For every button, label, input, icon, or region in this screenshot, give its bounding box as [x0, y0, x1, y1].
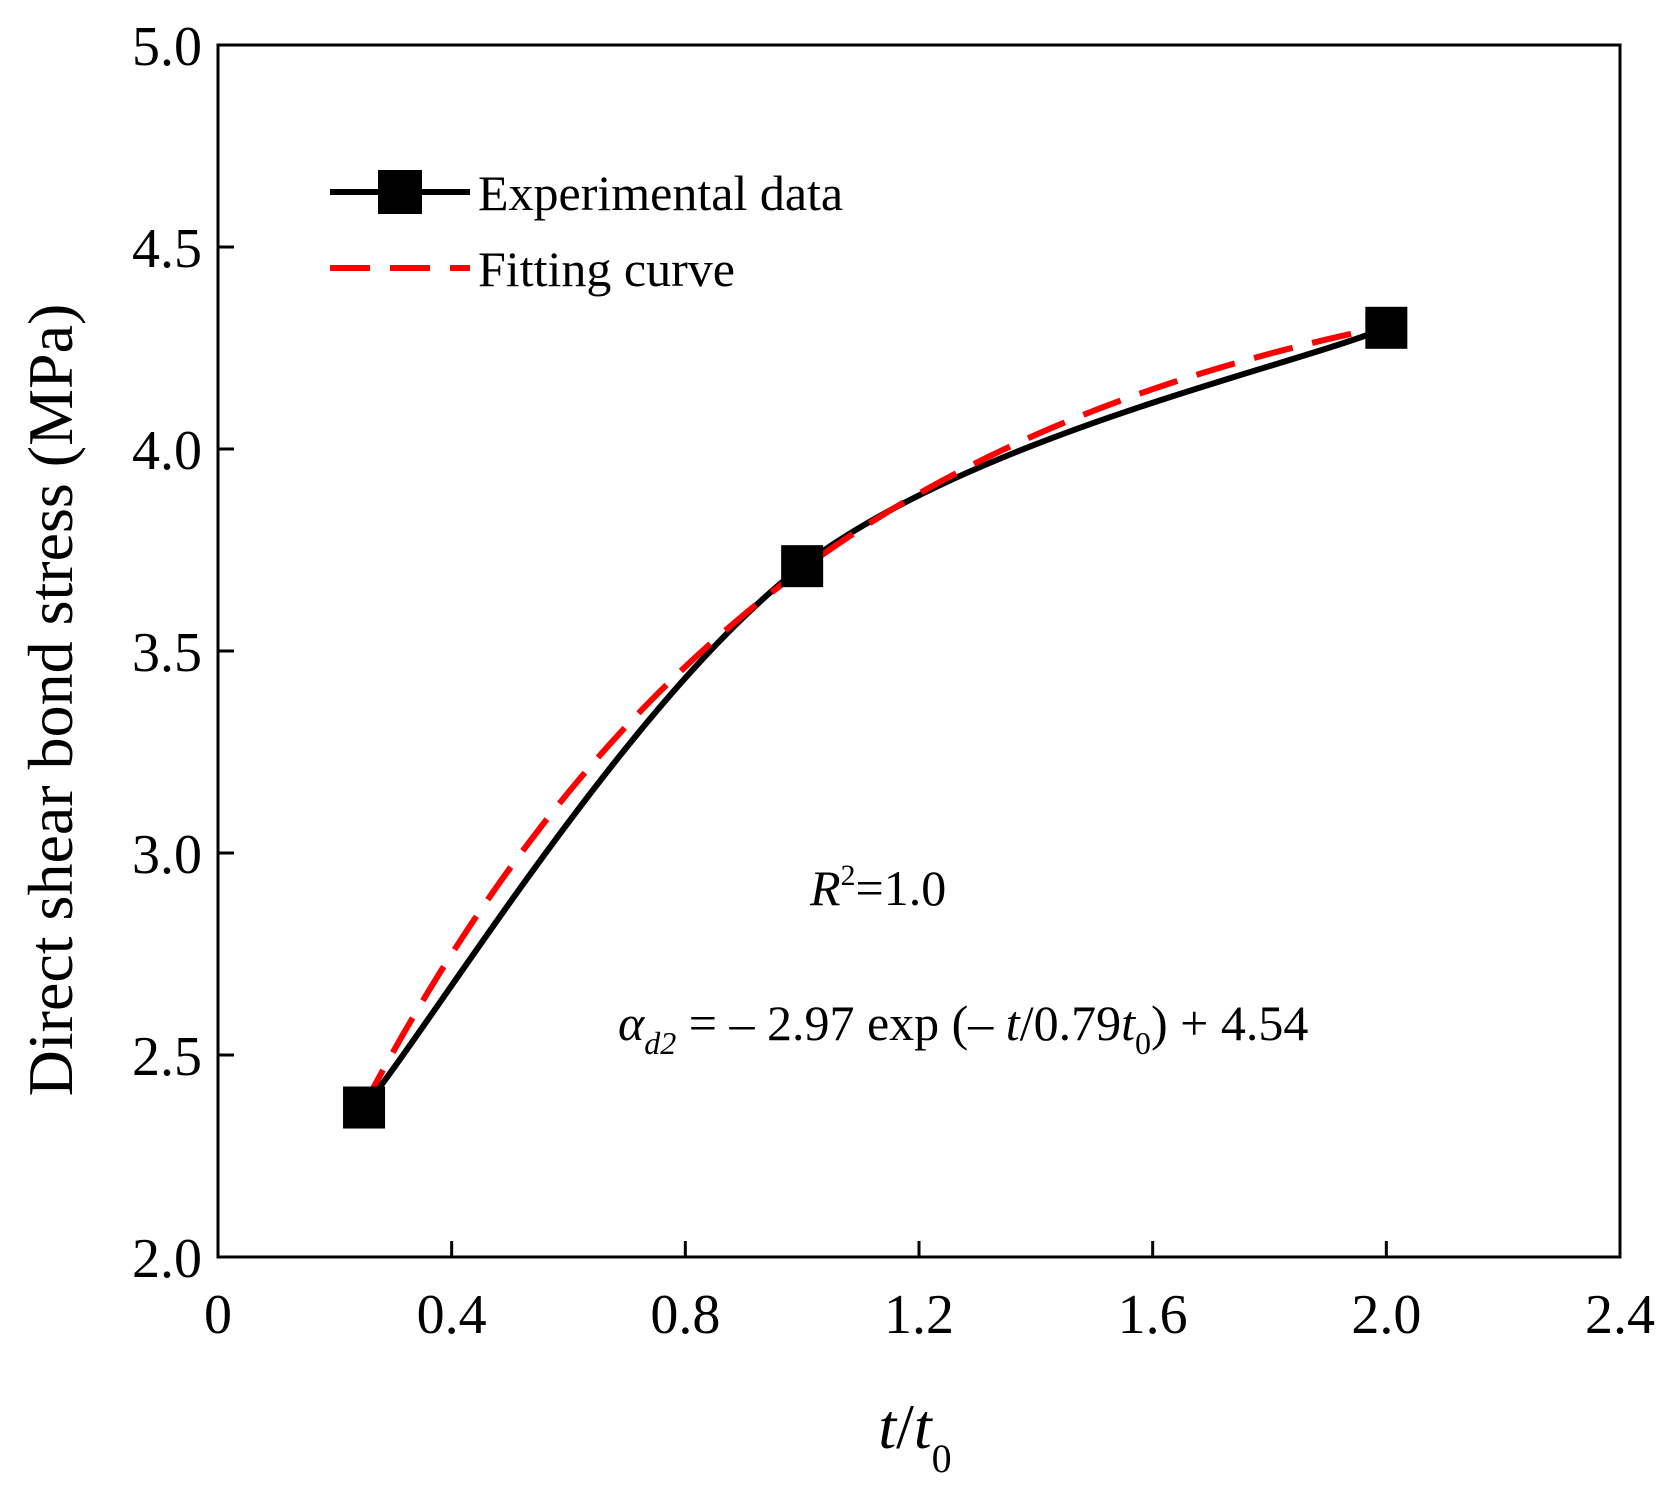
- equation-t1: t: [1006, 995, 1021, 1051]
- y-tick-label: 3.0: [132, 824, 202, 886]
- x-title-subscript: 0: [932, 1436, 952, 1481]
- experimental-data-line: [361, 325, 1388, 1110]
- x-tick-label: 1.2: [884, 1284, 954, 1346]
- legend: Experimental data Fitting curve: [330, 165, 843, 297]
- y-axis-title: Direct shear bond stress (MPa): [15, 304, 86, 1097]
- y-tick-label: 4.5: [132, 218, 202, 280]
- legend-experimental-label: Experimental data: [478, 165, 843, 221]
- y-tick-label: 2.0: [132, 1228, 202, 1290]
- x-axis-title: t/t0: [878, 1391, 951, 1481]
- x-title-t0: t: [914, 1391, 934, 1462]
- alpha-symbol: α: [618, 995, 646, 1051]
- fit-equation-annotation: αd2 = – 2.97 exp (– t/0.79t0) + 4.54: [618, 995, 1308, 1061]
- equation-t2: t: [1121, 995, 1136, 1051]
- x-title-t: t: [878, 1391, 898, 1462]
- x-tick-label: 0.4: [417, 1284, 487, 1346]
- x-title-slash: /: [896, 1391, 914, 1462]
- legend-experimental-marker: [378, 170, 422, 214]
- x-tick-label: 1.6: [1118, 1284, 1188, 1346]
- y-tick-label: 2.5: [132, 1026, 202, 1088]
- alpha-subscript: d2: [644, 1025, 676, 1061]
- y-tick-label: 3.5: [132, 622, 202, 684]
- equation-part1: = – 2.97 exp (–: [676, 995, 1006, 1051]
- plot-frame: [216, 43, 1622, 1259]
- r-value: =1.0: [856, 860, 947, 916]
- x-axis-ticks: 0 0.4 0.8 1.2 1.6 2.0 2.4: [204, 1241, 1655, 1346]
- fitting-curve-line: [361, 323, 1387, 1107]
- y-axis-ticks: 2.0 2.5 3.0 3.5 4.0 4.5 5.0: [132, 16, 234, 1290]
- x-tick-label: 2.0: [1351, 1284, 1421, 1346]
- y-tick-label: 4.0: [132, 420, 202, 482]
- r-symbol: R: [809, 860, 841, 916]
- y-tick-label: 5.0: [132, 16, 202, 78]
- legend-fitting-label: Fitting curve: [478, 241, 735, 297]
- x-tick-label: 0.8: [650, 1284, 720, 1346]
- series-layer: [343, 306, 1408, 1129]
- x-tick-label: 2.4: [1585, 1284, 1655, 1346]
- r-superscript: 2: [841, 859, 856, 892]
- x-tick-label: 0: [204, 1284, 232, 1346]
- experimental-data-point: [781, 545, 824, 588]
- r-squared-annotation: R2=1.0: [809, 859, 946, 916]
- equation-part3: ) + 4.54: [1151, 995, 1308, 1051]
- equation-t2-subscript: 0: [1135, 1025, 1151, 1061]
- experimental-data-point: [343, 1086, 386, 1129]
- equation-part2: /0.79: [1020, 995, 1121, 1051]
- experimental-data-point: [1365, 306, 1408, 349]
